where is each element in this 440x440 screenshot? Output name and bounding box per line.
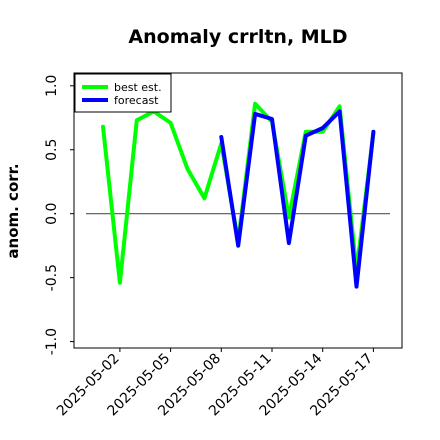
y-tick-label: -0.5 <box>44 264 60 291</box>
plot-area: -1.0-0.50.00.51.02025-05-022025-05-05202… <box>44 72 403 419</box>
series-line-forecast <box>219 109 376 289</box>
y-tick-label: 0.0 <box>44 203 60 225</box>
y-tick-label: -1.0 <box>44 328 60 355</box>
y-tick-label: 0.5 <box>44 139 60 161</box>
y-axis-label: anom. corr. <box>4 163 22 258</box>
legend-box <box>74 73 172 113</box>
y-tick-label: 1.0 <box>44 75 60 97</box>
legend-label-best-est: best est. <box>114 81 162 94</box>
chart-title: Anomaly crrltn, MLD <box>128 26 347 48</box>
legend-label-forecast: forecast <box>114 94 159 107</box>
plot-frame <box>73 72 403 349</box>
